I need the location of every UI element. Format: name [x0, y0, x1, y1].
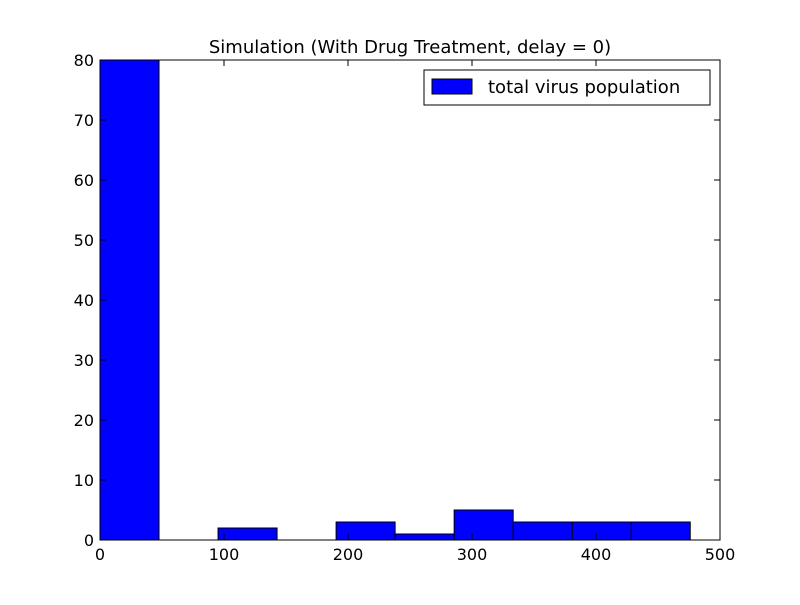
y-tick-label: 70	[74, 111, 94, 130]
axis-ticks: 0 100 200 300 400 500 0 10 20 30 40 50 60 70 80	[74, 51, 736, 564]
bars-group	[99, 59, 691, 541]
y-tick-label: 20	[74, 411, 94, 430]
x-tick-label: 500	[705, 545, 736, 564]
x-tick-label: 300	[457, 545, 488, 564]
histogram-bar	[335, 521, 396, 541]
x-tick-label: 0	[95, 545, 105, 564]
histogram-bar	[453, 509, 514, 541]
y-tick-label: 50	[74, 231, 94, 250]
histogram-bar	[512, 521, 573, 541]
plot-frame	[99, 59, 721, 541]
histogram-bar	[99, 59, 160, 541]
x-tick-label: 100	[209, 545, 240, 564]
x-tick-label: 400	[581, 545, 612, 564]
y-tick-label: 40	[74, 291, 94, 310]
histogram-bar	[217, 527, 278, 541]
histogram-bar	[630, 521, 691, 541]
y-tick-label: 10	[74, 471, 94, 490]
histogram-bar	[571, 521, 632, 541]
chart-title: Simulation (With Drug Treatment, delay =…	[209, 37, 611, 58]
y-tick-label: 60	[74, 171, 94, 190]
y-tick-label: 0	[84, 531, 94, 550]
x-tick-label: 200	[333, 545, 364, 564]
legend-swatch	[431, 78, 473, 95]
legend-label: total virus population	[488, 77, 680, 98]
y-tick-label: 80	[74, 51, 94, 70]
histogram-bar	[394, 533, 455, 541]
legend: total virus population	[423, 69, 711, 106]
y-tick-label: 30	[74, 351, 94, 370]
